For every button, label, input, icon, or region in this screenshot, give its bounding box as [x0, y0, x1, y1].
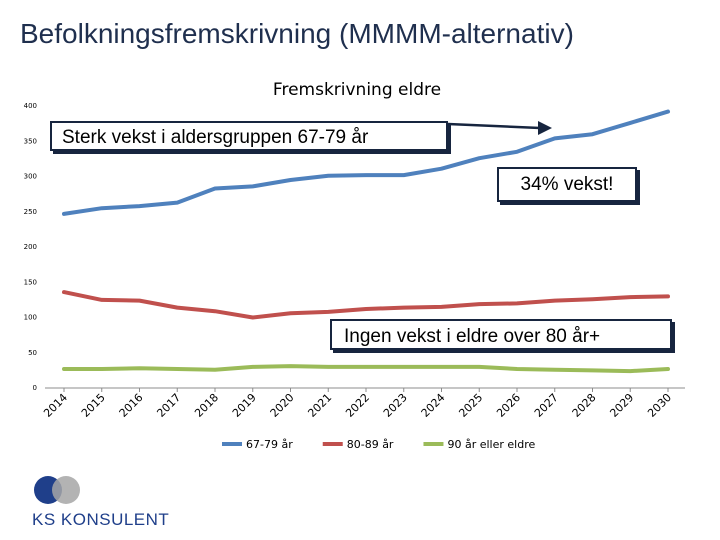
data-point: [175, 306, 179, 310]
x-tick-label: 2022: [343, 391, 372, 420]
slide-title: Befolkningsfremskrivning (MMMM-alternati…: [20, 18, 574, 49]
x-tick-label: 2018: [192, 391, 221, 420]
y-tick-label: 250: [24, 208, 37, 216]
data-point: [590, 368, 595, 372]
y-tick-label: 50: [28, 349, 37, 357]
data-point: [251, 315, 255, 320]
data-point: [288, 311, 293, 315]
data-point: [62, 212, 66, 216]
data-point: [402, 306, 406, 310]
data-point: [666, 110, 670, 114]
data-point: [515, 367, 519, 371]
annotation-no-growth: Ingen vekst i eldre over 80 år+: [330, 319, 672, 350]
x-tick-label: 2027: [532, 391, 561, 420]
data-point: [439, 305, 444, 309]
chart-legend: 67-79 år 80-89 år 90 år eller eldre: [222, 438, 535, 451]
x-tick-label: 2025: [456, 391, 485, 420]
x-tick-label: 2019: [230, 391, 259, 420]
x-tick-label: 2024: [419, 391, 448, 420]
data-point: [628, 121, 632, 125]
data-point: [175, 367, 179, 371]
data-point: [590, 132, 595, 136]
data-point: [666, 367, 670, 371]
data-point: [175, 200, 179, 205]
data-point: [288, 364, 293, 368]
data-point: [477, 156, 481, 160]
data-point: [628, 295, 632, 299]
data-point: [666, 294, 670, 298]
data-point: [62, 367, 66, 371]
data-point: [439, 167, 444, 171]
data-point: [62, 290, 66, 294]
data-point: [477, 365, 481, 369]
data-point: [213, 368, 217, 372]
y-tick-label: 0: [33, 384, 37, 392]
data-point: [553, 136, 557, 141]
data-point: [137, 366, 142, 370]
x-tick-label: 2029: [607, 391, 636, 420]
data-point: [100, 298, 104, 302]
y-tick-label: 350: [24, 137, 37, 145]
data-point: [628, 369, 632, 373]
data-point: [326, 174, 330, 178]
x-tick-label: 2016: [117, 391, 146, 420]
data-point: [553, 368, 557, 372]
x-tick-label: 2030: [645, 391, 674, 420]
x-tick-label: 2015: [79, 391, 108, 420]
annotation-strong-growth: Sterk vekst i aldersgruppen 67-79 år: [50, 121, 448, 151]
data-point: [213, 309, 217, 313]
data-point: [100, 367, 104, 371]
data-point: [515, 301, 519, 305]
x-tick-label: 2028: [570, 391, 599, 420]
y-tick-label: 100: [24, 314, 37, 322]
y-tick-label: 400: [24, 102, 37, 110]
data-point: [364, 307, 368, 311]
x-tick-label: 2026: [494, 391, 523, 420]
data-point: [364, 365, 368, 369]
data-point: [137, 204, 142, 208]
data-point: [326, 310, 330, 314]
series-line-1: [62, 290, 670, 320]
y-tick-label: 200: [24, 243, 37, 251]
x-tick-label: 2014: [41, 391, 70, 420]
data-point: [402, 173, 406, 177]
data-point: [402, 365, 406, 369]
legend-label-2: 90 år eller eldre: [447, 438, 535, 451]
y-tick-label: 300: [24, 173, 37, 181]
chart-title: Fremskrivning eldre: [273, 80, 441, 100]
legend-label-1: 80-89 år: [347, 438, 394, 451]
data-point: [477, 302, 481, 306]
data-point: [100, 206, 104, 210]
data-point: [251, 184, 255, 188]
data-point: [364, 173, 368, 177]
logo-text: KS KONSULENT: [32, 510, 170, 529]
series-layer: [62, 109, 670, 374]
annotation-arrow: [447, 121, 552, 135]
ks-logo-icon: [34, 476, 80, 504]
data-point: [553, 298, 557, 303]
data-point: [439, 365, 444, 369]
legend-label-0: 67-79 år: [246, 438, 293, 451]
x-tick-label: 2020: [268, 391, 297, 420]
data-point: [326, 365, 330, 369]
annotation-growth-percent: 34% vekst!: [497, 167, 637, 202]
x-tick-label: 2023: [381, 391, 410, 420]
x-tick-label: 2021: [305, 391, 334, 420]
y-tick-label: 150: [24, 278, 37, 286]
x-tick-label: 2017: [154, 391, 183, 420]
data-point: [137, 298, 142, 303]
data-point: [213, 186, 217, 191]
data-point: [590, 297, 595, 301]
data-point: [515, 150, 519, 154]
data-point: [288, 178, 293, 182]
data-point: [251, 365, 255, 369]
